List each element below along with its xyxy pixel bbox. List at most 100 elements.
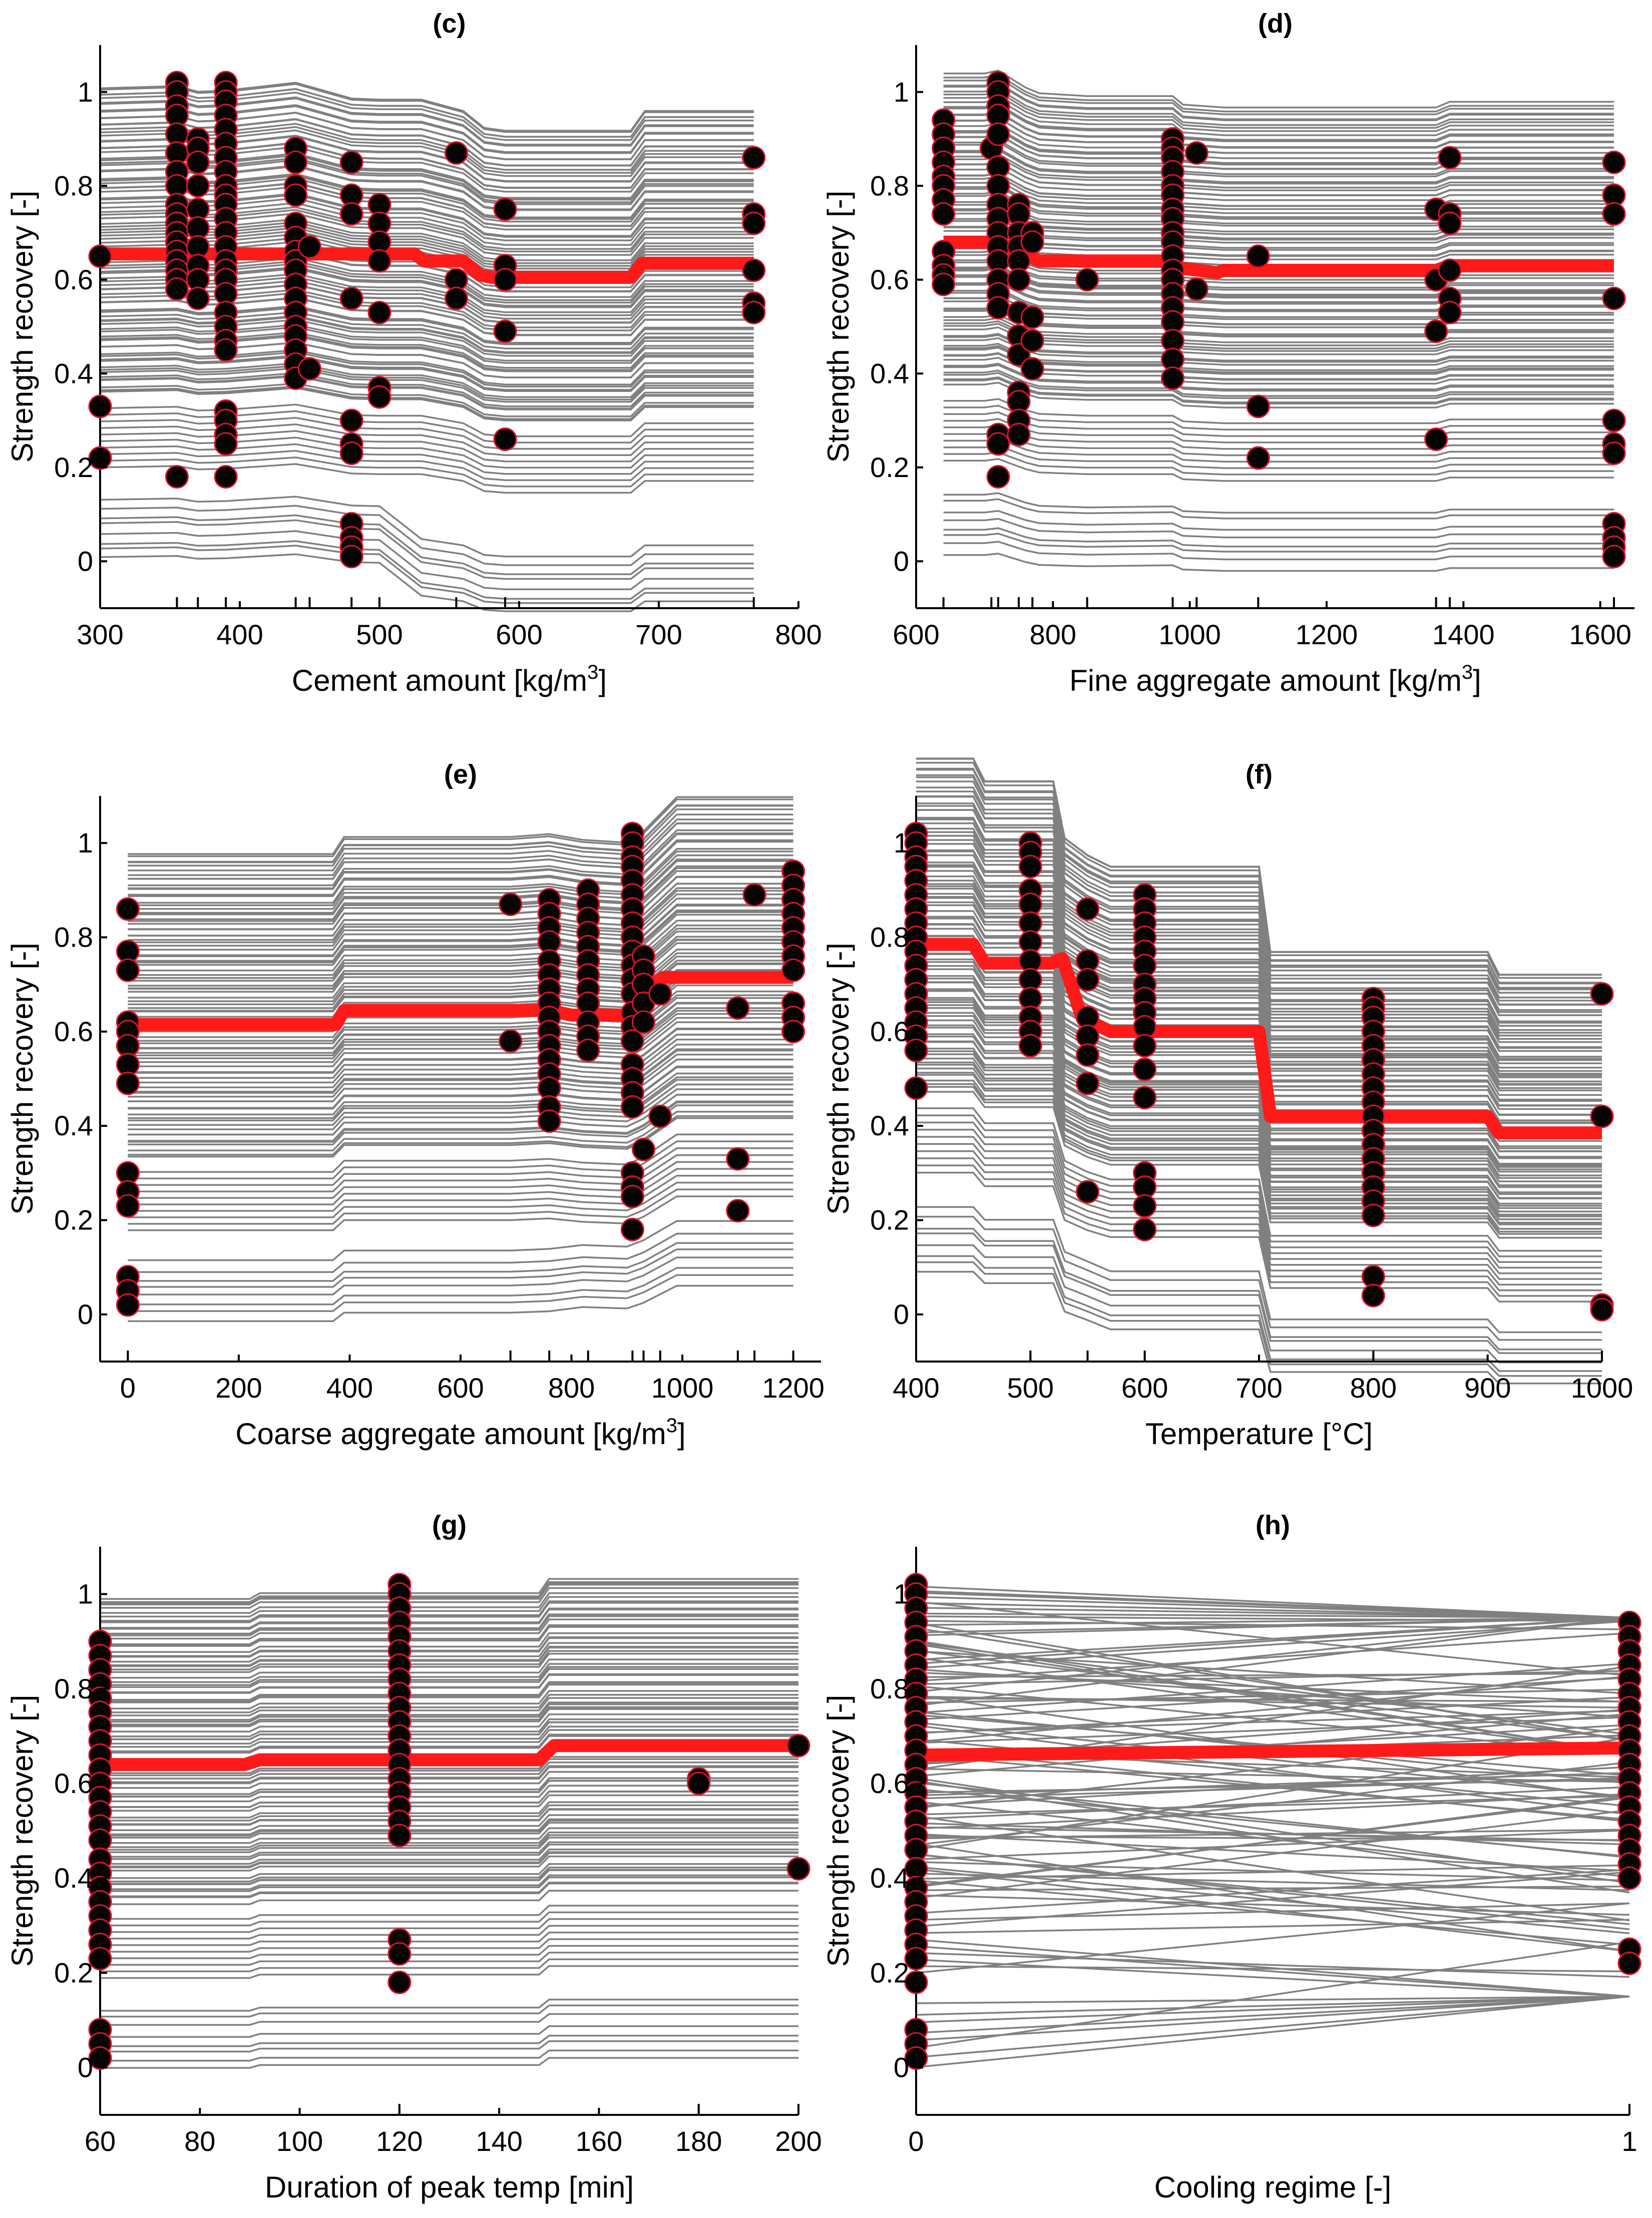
x-tick-label: 0	[120, 1372, 136, 1404]
ice-line	[916, 875, 1602, 1069]
ice-line	[128, 1133, 793, 1173]
ice-line	[128, 1274, 793, 1312]
ice-line	[916, 1053, 1602, 1209]
x-axis-label-main: Coarse aggregate amount [kg/m	[235, 1417, 666, 1451]
ice-line	[916, 1150, 1602, 1286]
data-point	[116, 897, 140, 921]
ice-line	[128, 1154, 793, 1192]
data-point	[284, 150, 308, 174]
data-point	[1361, 1283, 1385, 1307]
data-point	[1020, 305, 1044, 329]
data-point	[932, 272, 956, 296]
ice-line	[916, 1067, 1602, 1220]
ice-line	[943, 70, 1614, 109]
ice-line	[100, 351, 754, 388]
data-point	[1590, 1104, 1614, 1128]
ice-line	[100, 118, 754, 166]
ice-line	[100, 1883, 798, 1898]
panel-title: (h)	[1256, 1510, 1290, 1540]
x-tick-label: 1600	[1569, 619, 1631, 650]
y-tick-label: 0.8	[54, 170, 93, 201]
x-tick-label: 120	[376, 2125, 423, 2157]
data-point	[1076, 1180, 1099, 1204]
data-point	[116, 1293, 140, 1317]
x-tick-label: 400	[216, 619, 263, 650]
ice-line	[916, 767, 1602, 984]
y-tick-label: 0.4	[870, 357, 909, 389]
data-point	[904, 1970, 928, 1994]
ice-line	[916, 1822, 1630, 1846]
y-tick-label: 0.8	[54, 1673, 93, 1704]
y-tick-label: 1	[894, 827, 909, 858]
ice-line	[916, 1835, 1630, 1841]
ice-line	[916, 1091, 1602, 1239]
data-point	[537, 1109, 561, 1133]
ice-line	[916, 757, 1602, 976]
ice-line	[100, 112, 754, 160]
ice-line	[128, 1083, 793, 1126]
y-tick-label: 0.2	[870, 1204, 909, 1236]
ice-line	[916, 761, 1602, 979]
ice-line	[943, 322, 1614, 352]
y-tick-label: 0.2	[54, 452, 93, 483]
ice-line	[916, 1656, 1630, 1754]
data-point	[88, 244, 112, 268]
y-axis-label: Strength recovery [-]	[6, 191, 39, 463]
ice-line	[916, 978, 1602, 1149]
ice-line	[943, 364, 1614, 392]
data-point	[339, 286, 363, 310]
ice-line	[916, 896, 1602, 1085]
ice-line	[916, 883, 1602, 1075]
data-point	[620, 1217, 644, 1241]
x-tick-label: 400	[326, 1372, 373, 1404]
ice-line	[943, 527, 1614, 548]
panel-title: (d)	[1258, 9, 1293, 39]
ice-line	[916, 1843, 1630, 1953]
ice-line	[100, 324, 754, 362]
x-axis-label-sup: 3	[587, 661, 598, 683]
ice-line	[100, 514, 754, 575]
ice-line	[100, 436, 754, 469]
x-tick-label: 800	[1350, 1372, 1397, 1404]
x-tick-label: 60	[85, 2125, 116, 2157]
ice-line	[916, 861, 1602, 1058]
ice-line	[100, 1905, 798, 1920]
y-tick-label: 1	[78, 827, 93, 858]
y-tick-label: 0.6	[54, 264, 93, 295]
ice-line	[916, 1695, 1630, 1709]
ice-line	[100, 1837, 798, 1853]
ice-line	[100, 1874, 798, 1890]
ice-line	[100, 341, 754, 378]
ice-line	[100, 553, 754, 612]
x-tick-label: 600	[496, 619, 542, 650]
ice-line	[100, 2040, 798, 2053]
ice-line	[916, 1861, 1630, 1882]
ice-line	[916, 1019, 1602, 1182]
ice-line	[943, 352, 1614, 380]
x-tick-label: 160	[576, 2125, 622, 2157]
ice-line	[916, 1995, 1630, 2034]
data-point	[1602, 408, 1626, 432]
ice-line	[916, 1057, 1602, 1212]
ice-line	[916, 1675, 1630, 1743]
y-tick-label: 0.2	[54, 1204, 93, 1236]
ice-line	[100, 1882, 798, 1897]
x-tick-label: 1000	[1158, 619, 1221, 650]
y-tick-label: 0.4	[54, 1110, 93, 1141]
observed-points	[116, 821, 805, 1317]
data-point	[165, 277, 189, 301]
panel-title: (f)	[1246, 759, 1273, 789]
data-point	[445, 286, 468, 310]
data-point	[1133, 1034, 1157, 1058]
ice-line	[100, 1851, 798, 1868]
ice-line	[916, 1868, 1630, 1953]
y-tick-label: 0.2	[870, 452, 909, 483]
data-point	[1590, 1297, 1614, 1321]
ice-line	[916, 1670, 1630, 1685]
data-point	[1602, 545, 1626, 569]
y-tick-label: 0.6	[870, 264, 909, 295]
ice-line	[128, 1058, 793, 1102]
ice-line	[100, 382, 754, 417]
ice-line	[128, 1038, 793, 1084]
data-point	[1438, 300, 1462, 324]
